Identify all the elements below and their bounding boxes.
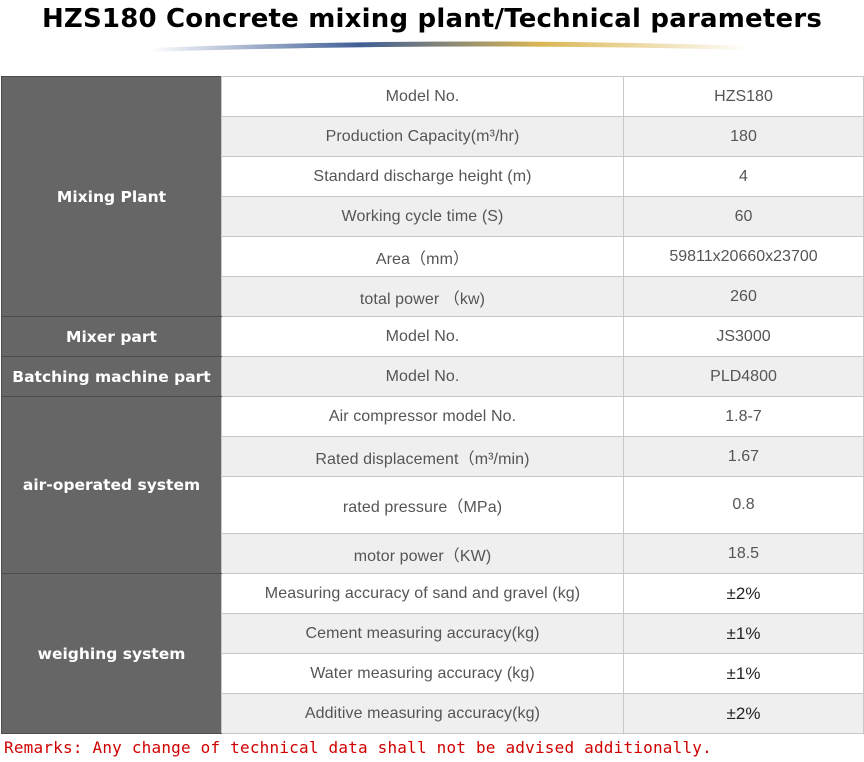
title-underline-decoration <box>150 41 750 52</box>
param-label: Air compressor model No. <box>221 396 624 437</box>
param-value: JS3000 <box>623 316 864 357</box>
param-value: 4 <box>623 156 864 197</box>
table-row: Mixing Plant Model No. HZS180 <box>1 76 864 317</box>
param-label: rated pressure（MPa) <box>221 476 624 534</box>
table-row: motor power（KW) 18.5 <box>2 533 864 574</box>
param-value: 260 <box>623 276 864 317</box>
table-row: Cement measuring accuracy(kg) ±1% <box>2 613 864 654</box>
group-weighing-system: weighing system <box>1 573 222 734</box>
param-label: Additive measuring accuracy(kg) <box>221 693 624 734</box>
param-value: ±2% <box>623 693 864 734</box>
table-row: Water measuring accuracy (kg) ±1% <box>2 653 864 694</box>
table-row: Working cycle time (S) 60 <box>2 196 864 237</box>
table-row: weighing system Measuring accuracy of sa… <box>1 573 864 734</box>
param-label: Model No. <box>221 76 624 117</box>
param-label: Model No. <box>221 316 624 357</box>
table-row: air-operated system Air compressor model… <box>1 396 864 574</box>
group-air-operated-system: air-operated system <box>1 396 222 574</box>
param-label: Water measuring accuracy (kg) <box>221 653 624 694</box>
table-row: Standard discharge height (m) 4 <box>2 156 864 197</box>
table-row: Batching machine part Model No. PLD4800 <box>1 356 864 397</box>
param-value: ±2% <box>623 573 864 614</box>
remarks-note: Remarks: Any change of technical data sh… <box>4 738 712 757</box>
table-row: Rated displacement（m³/min) 1.67 <box>2 436 864 477</box>
param-value: 1.67 <box>623 436 864 477</box>
param-value: 0.8 <box>623 476 864 534</box>
param-value: ±1% <box>623 653 864 694</box>
group-mixer-part: Mixer part <box>1 316 222 357</box>
param-label: Rated displacement（m³/min) <box>221 436 624 477</box>
param-value: ±1% <box>623 613 864 654</box>
param-label: total power （kw) <box>221 276 624 317</box>
technical-parameters-table: Mixing Plant Model No. HZS180 Production… <box>1 76 864 734</box>
table-row: Area（mm） 59811x20660x23700 <box>2 236 864 277</box>
param-label: Area（mm） <box>221 236 624 277</box>
group-mixing-plant: Mixing Plant <box>1 76 222 317</box>
page-title: HZS180 Concrete mixing plant/Technical p… <box>41 4 823 34</box>
param-label: Standard discharge height (m) <box>221 156 624 197</box>
table-row: Production Capacity(m³/hr) 180 <box>2 116 864 157</box>
title-area: HZS180 Concrete mixing plant/Technical p… <box>0 0 864 74</box>
param-value: 59811x20660x23700 <box>623 236 864 277</box>
table-row: Mixer part Model No. JS3000 <box>1 316 864 357</box>
param-value: HZS180 <box>623 76 864 117</box>
param-label: Cement measuring accuracy(kg) <box>221 613 624 654</box>
param-value: 1.8-7 <box>623 396 864 437</box>
param-value: 60 <box>623 196 864 237</box>
param-value: 18.5 <box>623 533 864 574</box>
param-label: motor power（KW) <box>221 533 624 574</box>
group-batching-machine-part: Batching machine part <box>1 356 222 397</box>
param-value: PLD4800 <box>623 356 864 397</box>
param-label: Model No. <box>221 356 624 397</box>
param-label: Production Capacity(m³/hr) <box>221 116 624 157</box>
param-label: Working cycle time (S) <box>221 196 624 237</box>
table-row: Additive measuring accuracy(kg) ±2% <box>2 693 864 734</box>
param-value: 180 <box>623 116 864 157</box>
param-label: Measuring accuracy of sand and gravel (k… <box>221 573 624 614</box>
